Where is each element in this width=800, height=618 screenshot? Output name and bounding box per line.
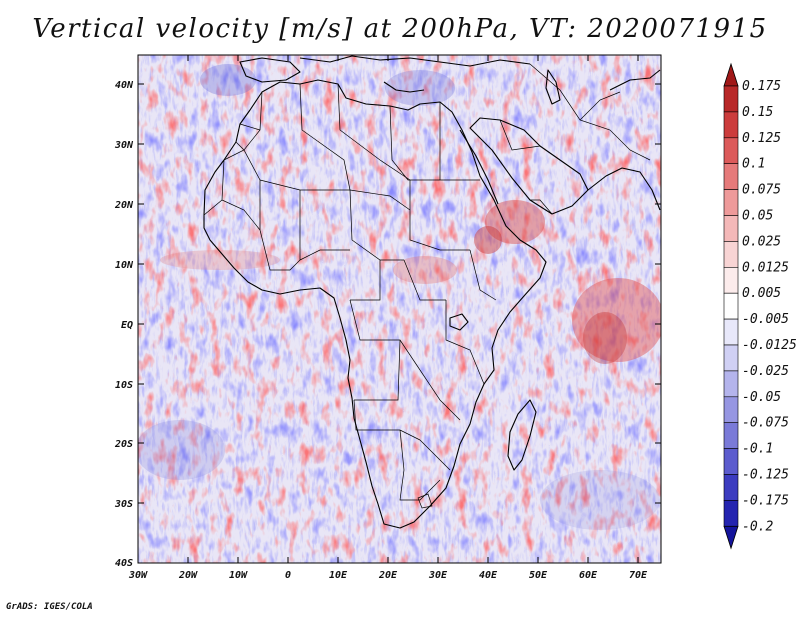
colorbar-segment <box>723 344 739 372</box>
colorbar-label: 0.005 <box>742 286 781 301</box>
colorbar: 0.175 0.15 0.125 0.1 0.075 0.05 0.025 0.0125 0.0… <box>723 62 797 550</box>
colorbar-label: 0.15 <box>742 105 773 120</box>
lon-label: 10W <box>229 570 248 581</box>
lon-label: 70E <box>629 570 648 581</box>
colorbar-segment <box>723 474 739 501</box>
lat-label: 10S <box>115 380 133 391</box>
colorbar-segment <box>723 266 739 294</box>
colorbar-segment <box>723 189 739 216</box>
colorbar-label: 0.075 <box>742 183 781 198</box>
colorbar-label: 0.0125 <box>742 260 789 275</box>
colorbar-segment <box>723 396 739 423</box>
colorbar-segment <box>723 163 739 190</box>
colorbar-segment <box>723 422 739 449</box>
lon-label: 30W <box>128 570 148 581</box>
colorbar-segment <box>723 215 739 242</box>
colorbar-label: -0.05 <box>742 390 781 405</box>
colorbar-label: -0.2 <box>742 519 773 534</box>
colorbar-segment <box>723 448 739 475</box>
lat-label: 20S <box>114 439 133 450</box>
lon-label: 50E <box>529 570 548 581</box>
lat-label: 30N <box>114 140 134 151</box>
lat-axis <box>138 83 661 504</box>
lat-label: 20N <box>114 200 134 211</box>
map-frame <box>137 54 662 564</box>
colorbar-min-arrow <box>723 525 739 550</box>
colorbar-label: -0.125 <box>742 468 789 483</box>
colorbar-segment <box>723 111 739 139</box>
lat-label: 10N <box>115 260 134 271</box>
colorbar-label: 0.125 <box>742 131 781 146</box>
lon-axis <box>187 55 639 563</box>
lon-label: 0 <box>285 570 291 581</box>
country-borders <box>203 63 651 509</box>
lat-label: EQ <box>121 320 133 331</box>
lat-label: 40N <box>115 80 134 91</box>
colorbar-label: 0.175 <box>742 79 781 94</box>
lon-label: 20W <box>178 570 198 581</box>
colorbar-label: -0.075 <box>742 416 789 431</box>
colorbar-segment <box>723 85 739 113</box>
colorbar-max-arrow <box>723 62 739 87</box>
lon-label: 60E <box>579 570 598 581</box>
velocity-field <box>138 55 661 563</box>
colorbar-label: -0.025 <box>742 364 789 379</box>
colorbar-label: -0.005 <box>742 312 789 327</box>
lat-label: 30S <box>114 499 133 510</box>
colorbar-label: 0.05 <box>742 209 773 224</box>
colorbar-label: -0.0125 <box>742 338 797 353</box>
grads-credit: GrADS: IGES/COLA <box>6 602 93 612</box>
lat-label: 40S <box>115 558 133 569</box>
colorbar-label: 0.1 <box>742 157 765 172</box>
colorbar-label: 0.025 <box>742 234 781 249</box>
colorbar-label: -0.175 <box>742 493 789 508</box>
colorbar-segment <box>723 241 739 268</box>
colorbar-segment <box>723 500 739 527</box>
lon-label: 30E <box>428 570 448 581</box>
colorbar-segment <box>723 318 739 346</box>
colorbar-segment <box>723 292 739 320</box>
lon-label: 20E <box>378 570 398 581</box>
coastlines <box>203 55 661 529</box>
colorbar-segment <box>723 370 739 398</box>
lon-label: 40E <box>479 570 498 581</box>
colorbar-label: -0.1 <box>742 442 773 457</box>
map-title: Vertical velocity [m/s] at 200hPa, VT: 2… <box>32 14 768 44</box>
colorbar-segment <box>723 137 739 165</box>
lon-label: 10E <box>329 570 348 581</box>
